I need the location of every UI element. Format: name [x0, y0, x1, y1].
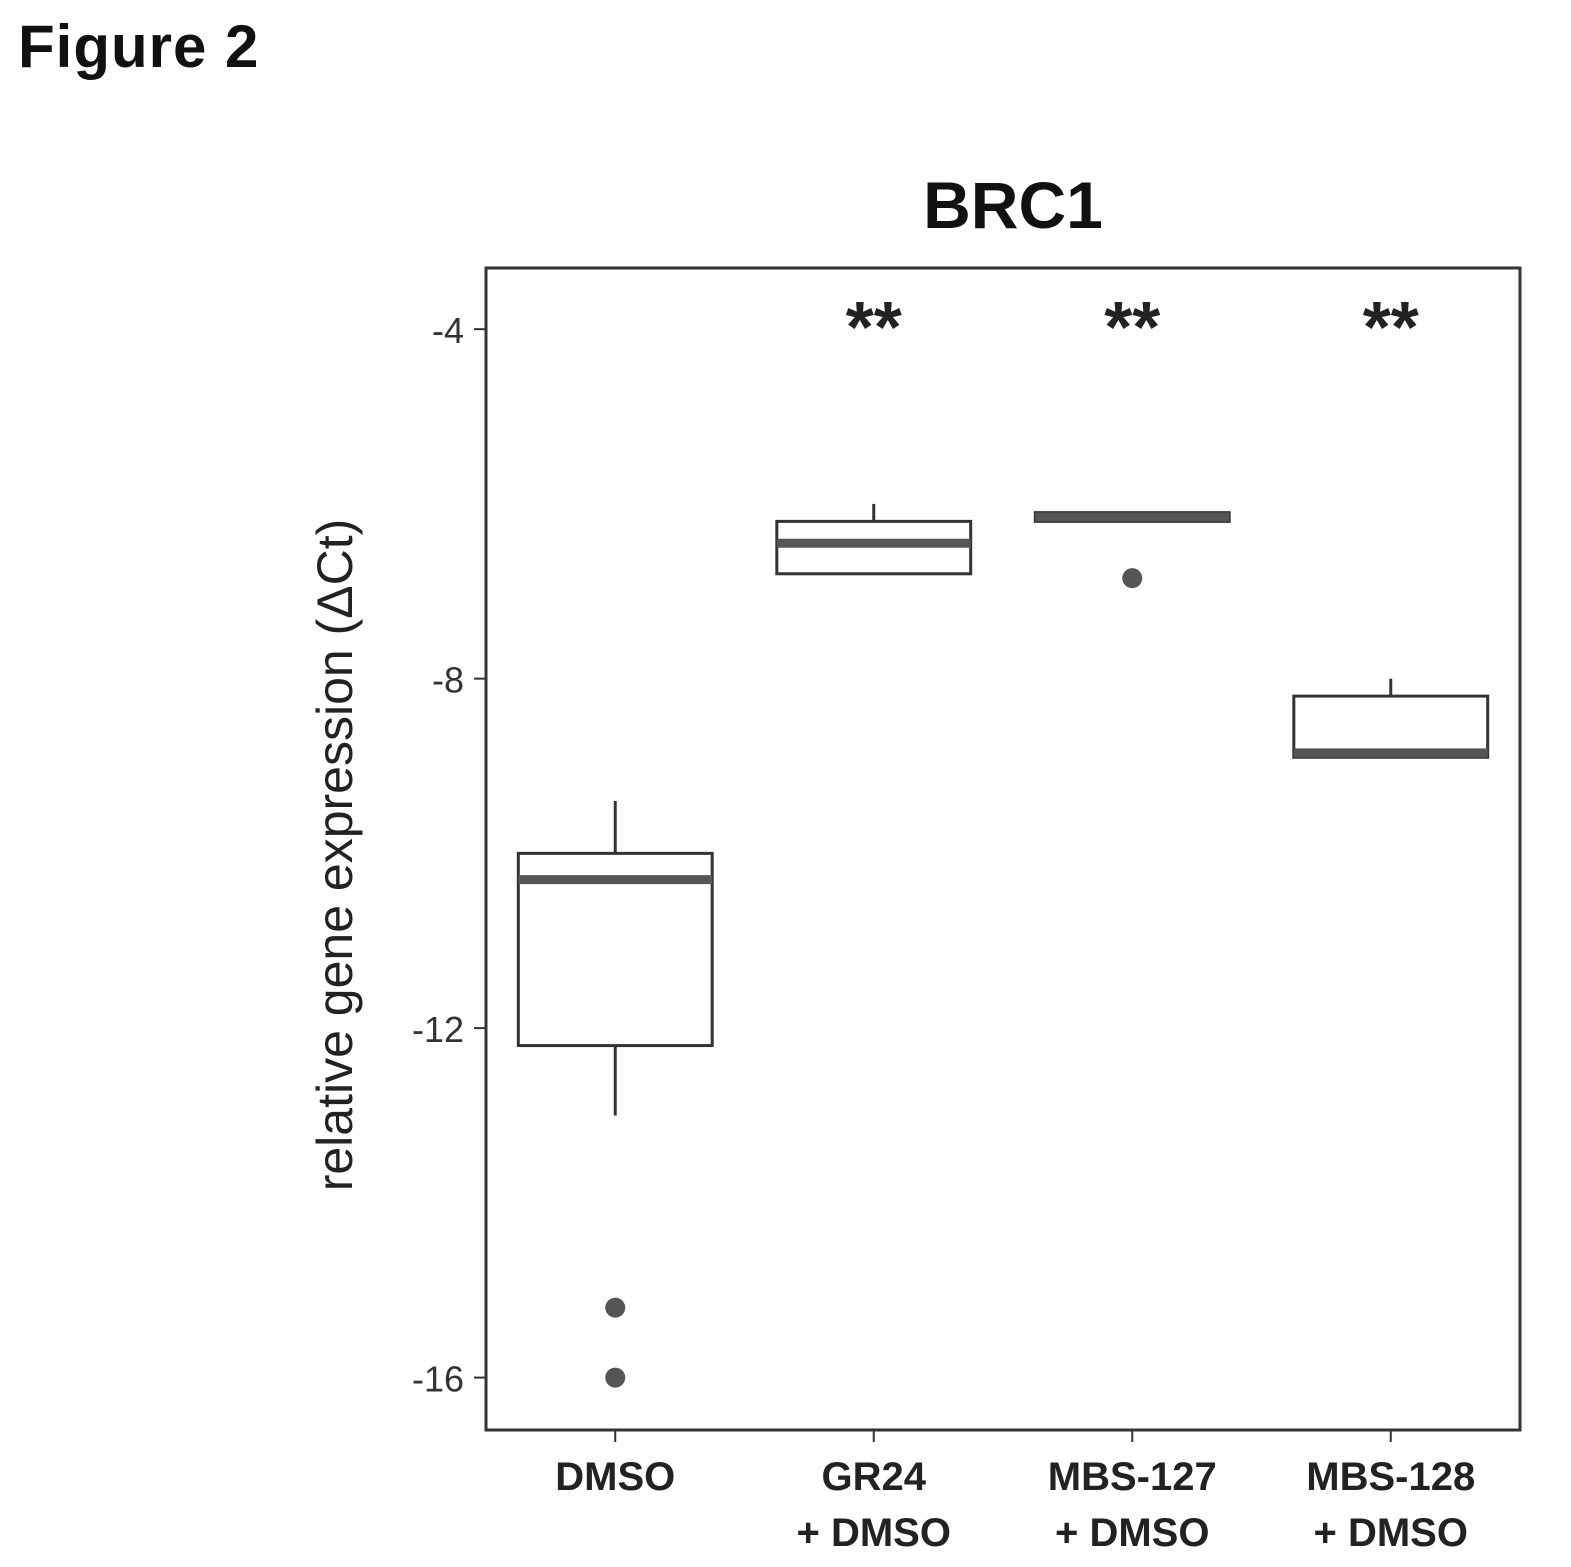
box [1292, 694, 1490, 759]
x-tick-label: MBS-128 [1306, 1455, 1475, 1499]
figure-label: Figure 2 [18, 13, 260, 80]
x-tick-label: + DMSO [1055, 1511, 1209, 1555]
x-tick-label: DMSO [555, 1455, 675, 1499]
y-tick-label: -12 [412, 1009, 464, 1050]
chart-title: BRC1 [923, 168, 1103, 242]
x-tick-label: GR24 [822, 1455, 927, 1499]
significance-label: ** [846, 288, 902, 368]
box [516, 851, 714, 1048]
box-group: ** [1033, 288, 1231, 589]
outlier-point [605, 1367, 626, 1388]
x-tick-label: + DMSO [1314, 1511, 1468, 1555]
plot-frame [484, 266, 1522, 1432]
y-tick-label: -4 [432, 310, 464, 351]
x-tick-label: + DMSO [797, 1511, 951, 1555]
y-tick-label: -16 [412, 1359, 464, 1400]
box-group: ** [1292, 288, 1490, 759]
outlier-point [1122, 568, 1143, 589]
box-group: ** [775, 288, 973, 576]
significance-label: ** [1104, 288, 1160, 368]
y-axis-label: relative gene expression (ΔCt) [307, 519, 363, 1192]
x-tick-label: MBS-127 [1048, 1455, 1217, 1499]
outlier-point [605, 1297, 626, 1318]
y-tick-label: -8 [432, 660, 464, 701]
significance-label: ** [1363, 288, 1419, 368]
box-group [516, 800, 714, 1388]
